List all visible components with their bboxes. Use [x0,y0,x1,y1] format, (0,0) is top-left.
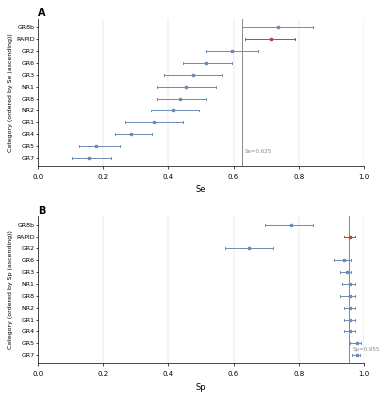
Text: A: A [38,8,46,18]
Text: Se=0.625: Se=0.625 [245,149,272,154]
Y-axis label: Category (ordered by Se (ascending)): Category (ordered by Se (ascending)) [8,33,13,152]
Y-axis label: Category (ordered by Sp (ascending)): Category (ordered by Sp (ascending)) [8,230,13,349]
X-axis label: Se: Se [196,186,206,194]
X-axis label: Sp: Sp [196,383,206,392]
Text: Sp=0.955: Sp=0.955 [352,347,380,352]
Text: B: B [38,206,46,216]
